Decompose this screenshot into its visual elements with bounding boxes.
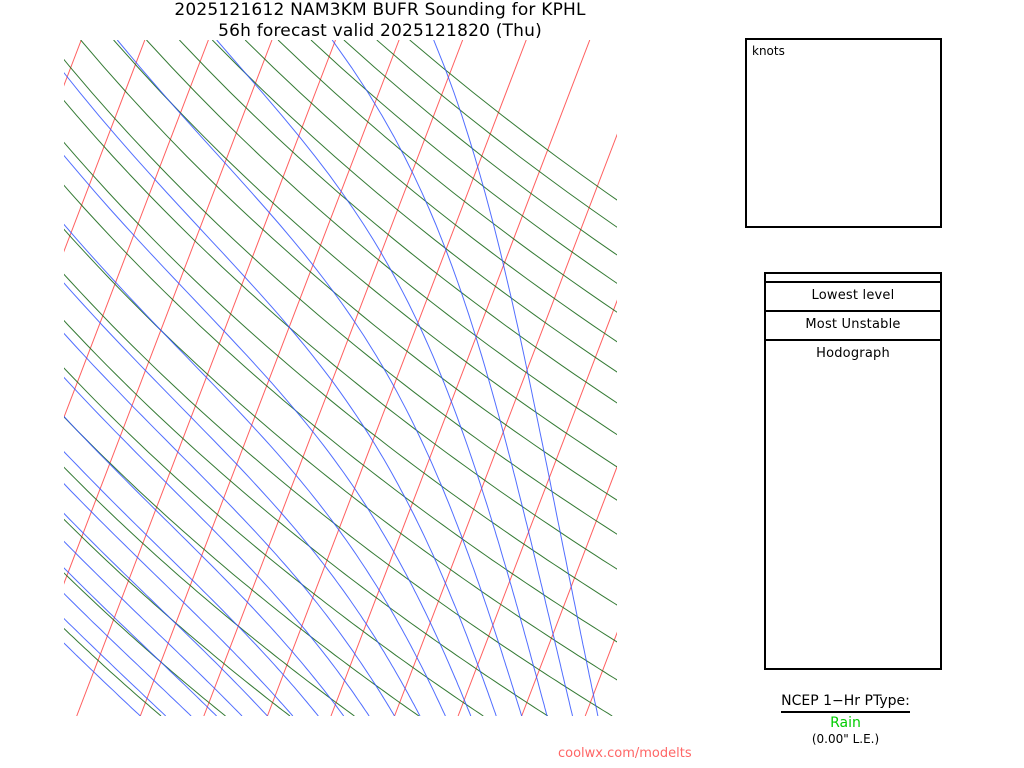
most-unstable-header: Most Unstable [805,317,901,332]
hodograph-stats-header: Hodograph [816,346,890,361]
sounding-stats-panel: Lowest level Most Unstable Hodograph [764,272,942,670]
chart-title: 2025121612 NAM3KM BUFR Sounding for KPHL… [0,0,760,42]
hodograph-plot [747,40,940,226]
stats-hodograph-section: Hodograph [766,341,940,368]
lowest-level-header: Lowest level [811,288,895,303]
ptype-block: NCEP 1−Hr PType: Rain (0.00" L.E.) [748,690,943,746]
ptype-value: Rain [830,715,861,731]
stats-most-unstable-section: Most Unstable [766,312,940,341]
stats-indices-section [766,274,940,283]
ptype-liquid-equivalent: (0.00" L.E.) [811,732,880,746]
title-line-1: 2025121612 NAM3KM BUFR Sounding for KPHL [174,0,586,20]
hodograph-units-label: knots [752,44,785,58]
background-gridlines [64,40,617,716]
hodograph-panel[interactable] [745,38,942,228]
title-line-2: 56h forecast valid 2025121820 (Thu) [218,21,542,41]
stats-lowest-level-section: Lowest level [766,283,940,312]
ptype-header: NCEP 1−Hr PType: [781,693,910,713]
watermark: coolwx.com/modelts [558,746,692,761]
